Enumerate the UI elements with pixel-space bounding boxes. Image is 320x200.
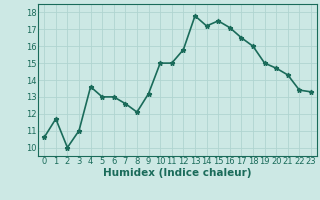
X-axis label: Humidex (Indice chaleur): Humidex (Indice chaleur) <box>103 168 252 178</box>
